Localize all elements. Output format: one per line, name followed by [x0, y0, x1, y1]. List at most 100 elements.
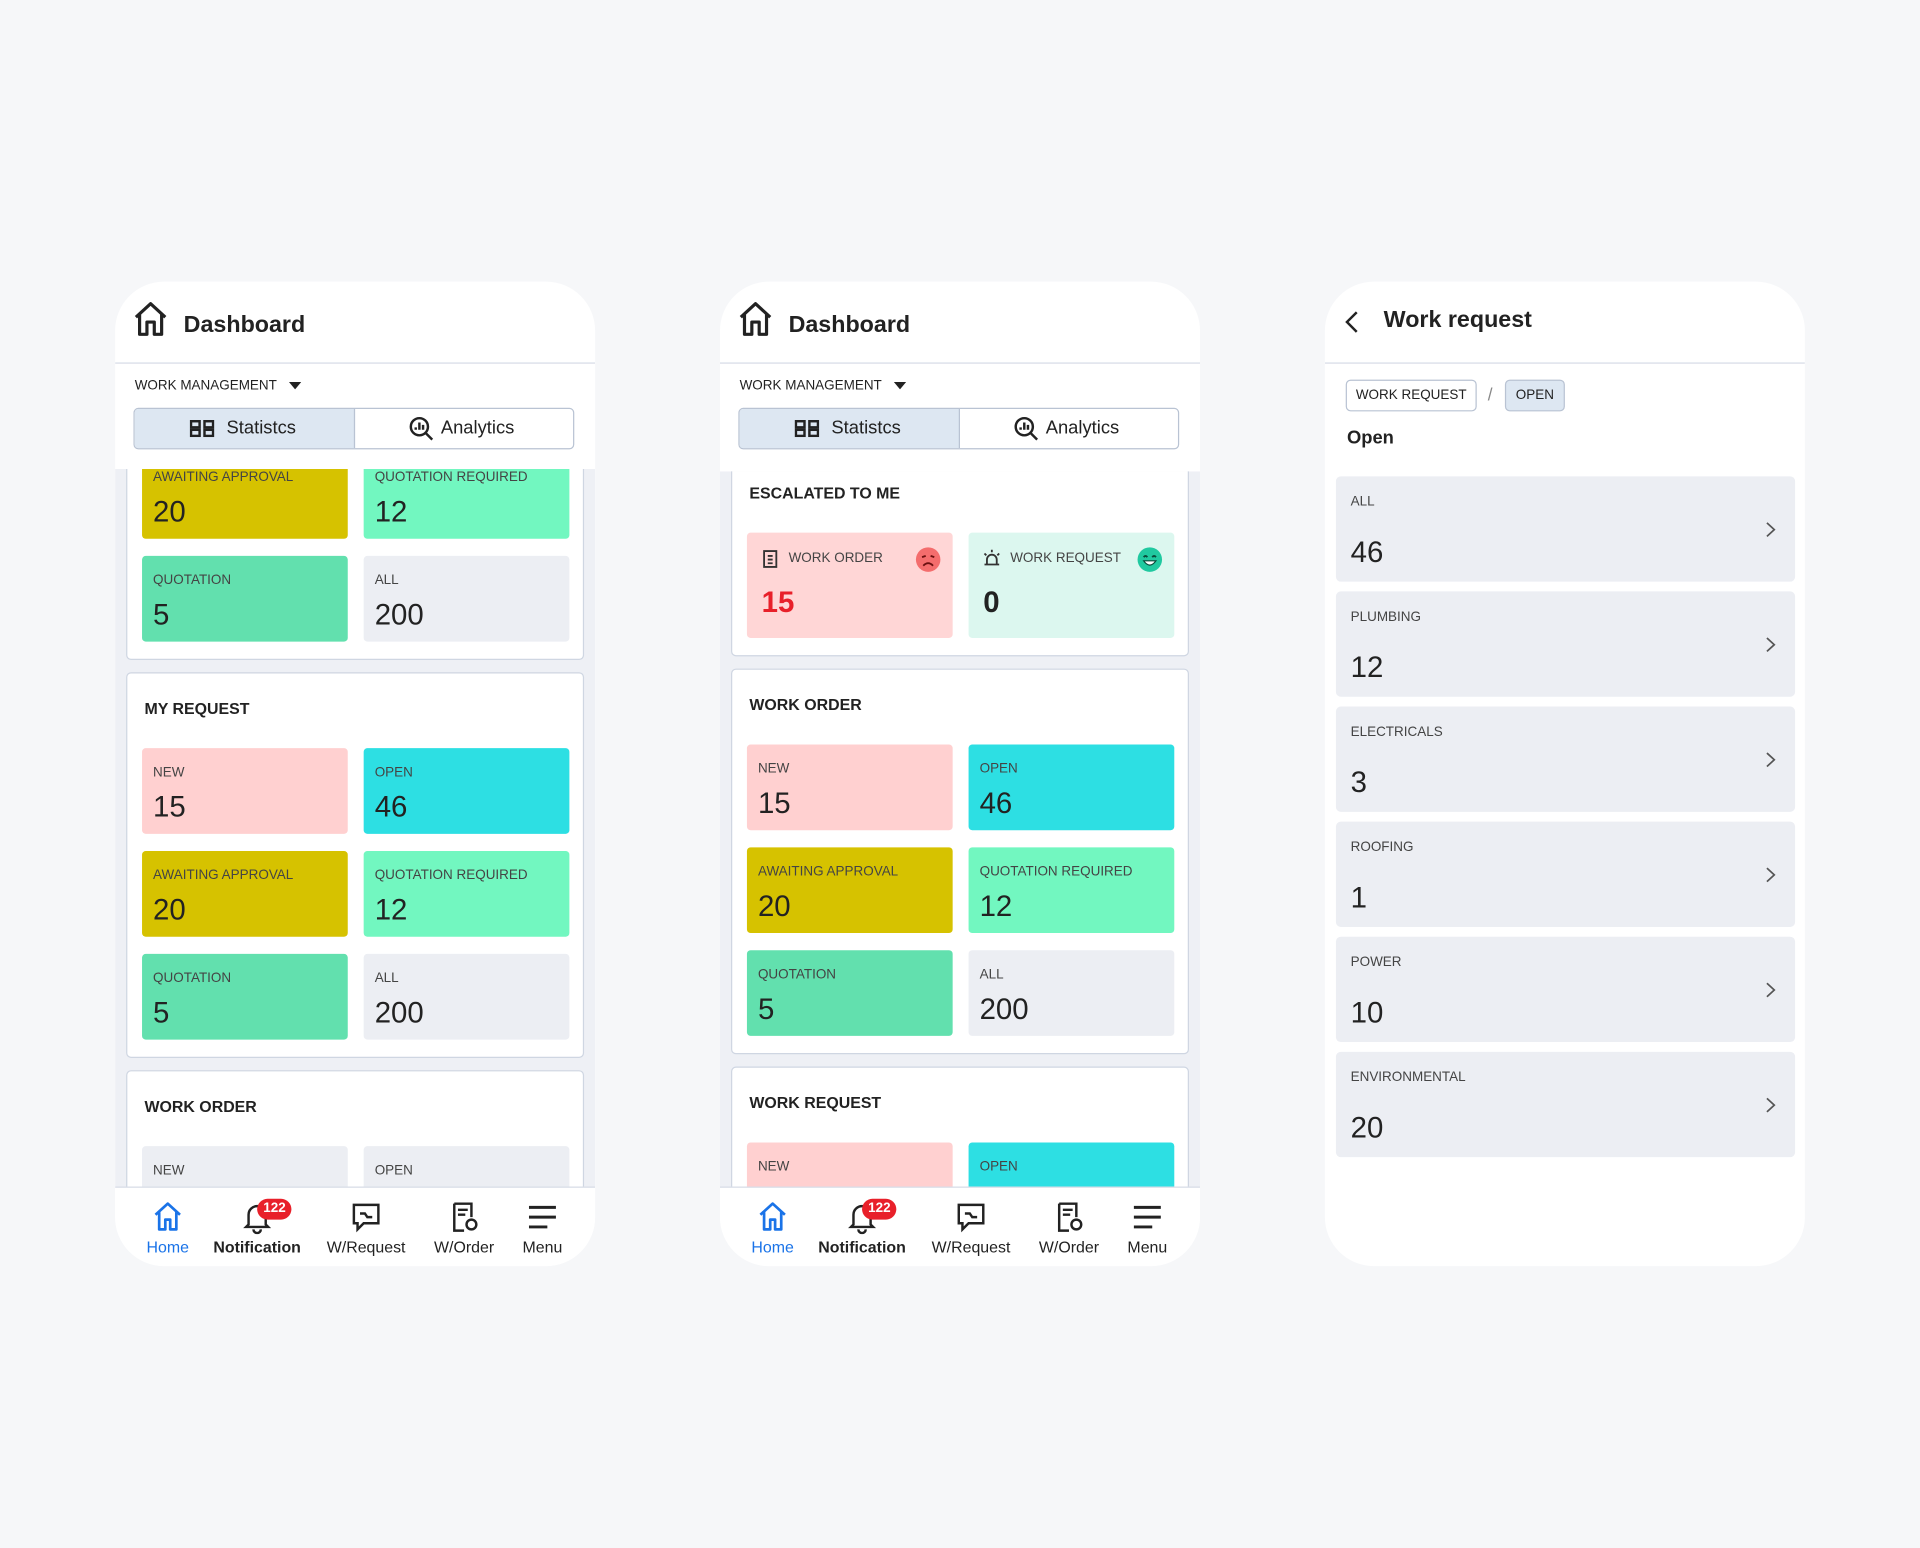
card-label: ALL	[374, 573, 399, 588]
item-value: 3	[1350, 766, 1367, 800]
stat-card[interactable]: ALL 200	[363, 555, 570, 642]
stat-card[interactable]: AWAITING APPROVAL 20	[142, 851, 348, 937]
nav-item[interactable]: W/Order	[415, 1188, 513, 1266]
card-value: 15	[153, 791, 186, 825]
nav-label: Menu	[522, 1237, 563, 1257]
category-item[interactable]: ROOFING 1	[1335, 821, 1796, 927]
card-value: 12	[374, 893, 408, 927]
category-item[interactable]: PLUMBING 12	[1335, 591, 1796, 697]
stat-card[interactable]: NEW 15	[746, 744, 953, 831]
item-value: 1	[1350, 881, 1367, 915]
card-grid: AWAITING APPROVAL 20 QUOTATION REQUIRED 12 Q…	[142, 468, 570, 642]
category-item[interactable]: ENVIRONMENTAL 20	[1335, 1051, 1796, 1158]
category-item[interactable]: POWER 10	[1335, 936, 1796, 1043]
stat-card[interactable]: OPEN 46	[968, 744, 1175, 831]
card-value: 12	[374, 495, 408, 529]
grid-icon	[794, 420, 820, 438]
card-value: 5	[153, 996, 170, 1030]
stat-card[interactable]: QUOTATION REQUIRED 12	[363, 468, 570, 539]
item-label: PLUMBING	[1350, 609, 1421, 625]
phone-screen: Dashboard WORK MANAGEMENT Statistcs Analyti…	[720, 281, 1201, 1267]
nav-item[interactable]: Home	[724, 1188, 822, 1266]
section-title: WORK REQUEST	[749, 1093, 882, 1112]
tab-analytics[interactable]: Analytics	[355, 409, 573, 448]
analytics-icon	[1014, 416, 1039, 441]
grid-icon	[189, 420, 215, 438]
item-label: ELECTRICALS	[1350, 724, 1443, 740]
stat-card[interactable]: OPEN 46	[363, 748, 570, 834]
card-label: WORK REQUEST	[1010, 551, 1121, 566]
nav-icon	[352, 1203, 380, 1233]
section: MY REQUEST NEW 15 OPEN 46 AWAITING APPROVAL 20…	[126, 672, 585, 1058]
screen-title: Work request	[1383, 307, 1532, 334]
stat-card[interactable]: ALL 200	[968, 950, 1175, 1036]
module-select[interactable]: WORK MANAGEMENT	[134, 378, 277, 394]
tab-statistics[interactable]: Statistcs	[739, 408, 961, 449]
card-value: 12	[979, 890, 1013, 924]
nav-icon	[1133, 1205, 1161, 1229]
card-label: QUOTATION REQUIRED	[374, 868, 528, 883]
card-label: AWAITING APPROVAL	[757, 864, 899, 880]
card-value: 20	[153, 495, 186, 529]
chevron	[1766, 637, 1776, 653]
nav-label: Home	[146, 1237, 189, 1257]
screen-title: Dashboard	[183, 312, 306, 338]
dropdown-caret	[893, 382, 907, 390]
breadcrumb-chip[interactable]: WORK REQUEST	[1345, 379, 1477, 412]
breadcrumb-chip[interactable]: OPEN	[1504, 379, 1565, 412]
card-value: 0	[983, 586, 1000, 620]
nav-item[interactable]: Menu	[493, 1188, 591, 1266]
stat-card[interactable]: OPEN	[968, 1142, 1175, 1189]
stat-card[interactable]: AWAITING APPROVAL 20	[746, 847, 953, 934]
back-button[interactable]	[1344, 311, 1359, 333]
stat-card[interactable]: ALL 200	[363, 953, 570, 1040]
item-label: POWER	[1350, 955, 1402, 970]
home-icon	[134, 302, 167, 336]
stat-card[interactable]: WORK REQUEST 0	[968, 532, 1175, 638]
stat-card[interactable]: QUOTATION 5	[746, 950, 953, 1036]
stat-card[interactable]: OPEN	[363, 1146, 570, 1187]
stat-card[interactable]: NEW	[746, 1142, 953, 1189]
stat-card[interactable]: QUOTATION REQUIRED 12	[968, 847, 1175, 934]
card-label: NEW	[153, 1163, 185, 1178]
nav-item[interactable]: W/Order	[1020, 1188, 1118, 1266]
stat-card[interactable]: QUOTATION 5	[142, 555, 348, 642]
nav-item[interactable]: W/Request	[922, 1188, 1020, 1266]
analytics-icon	[409, 416, 434, 441]
stat-card[interactable]: NEW 15	[142, 748, 348, 834]
nav-icon	[154, 1202, 181, 1231]
card-label: QUOTATION	[153, 573, 232, 588]
divider	[720, 362, 1201, 364]
nav-item[interactable]: Menu	[1098, 1188, 1196, 1266]
nav-item[interactable]: Notification 122	[813, 1188, 911, 1266]
nav-icon	[759, 1202, 786, 1231]
tab-analytics[interactable]: Analytics	[960, 409, 1178, 448]
stat-card[interactable]: AWAITING APPROVAL 20	[142, 468, 348, 539]
stat-card[interactable]: QUOTATION REQUIRED 12	[363, 851, 570, 937]
nav-item[interactable]: Home	[119, 1188, 217, 1266]
dropdown-caret	[288, 382, 302, 390]
nav-item[interactable]: W/Request	[317, 1188, 415, 1266]
category-item[interactable]: ALL 46	[1335, 476, 1796, 582]
nav-label: Menu	[1127, 1237, 1168, 1257]
section: AWAITING APPROVAL 20 QUOTATION REQUIRED 12 Q…	[126, 468, 585, 661]
stat-card[interactable]: QUOTATION 5	[142, 953, 348, 1040]
section: WORK ORDER NEW OPEN	[126, 1070, 585, 1187]
nav-icon	[957, 1203, 985, 1233]
chevron	[1766, 522, 1776, 537]
card-value: 15	[761, 586, 795, 620]
nav-item[interactable]: Notification 122	[208, 1188, 306, 1266]
category-item[interactable]: ELECTRICALS 3	[1335, 706, 1796, 812]
card-grid: WORK ORDER 15 WORK REQUEST 0	[746, 532, 1175, 638]
content-scroll: AWAITING APPROVAL 20 QUOTATION REQUIRED 12 Q…	[115, 468, 595, 1187]
module-select[interactable]: WORK MANAGEMENT	[739, 378, 882, 394]
item-value: 12	[1350, 651, 1384, 685]
content-scroll: ESCALATED TO ME WORK ORDER 15 WORK REQUEST 0…	[720, 471, 1200, 1189]
stat-card[interactable]: NEW	[142, 1146, 348, 1187]
list-heading: Open	[1346, 427, 1394, 449]
card-value: 15	[757, 787, 791, 821]
stat-card[interactable]: WORK ORDER 15	[746, 532, 953, 638]
section-title: MY REQUEST	[144, 699, 250, 718]
card-label: QUOTATION REQUIRED	[979, 864, 1133, 880]
tab-statistics[interactable]: Statistcs	[134, 408, 356, 449]
